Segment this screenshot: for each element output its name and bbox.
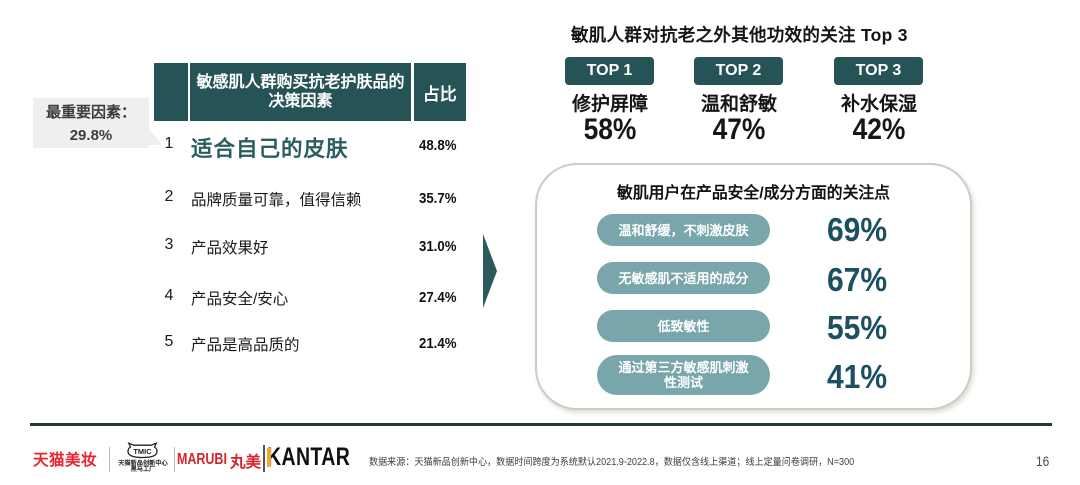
- svg-text:TMIC: TMIC: [133, 447, 152, 456]
